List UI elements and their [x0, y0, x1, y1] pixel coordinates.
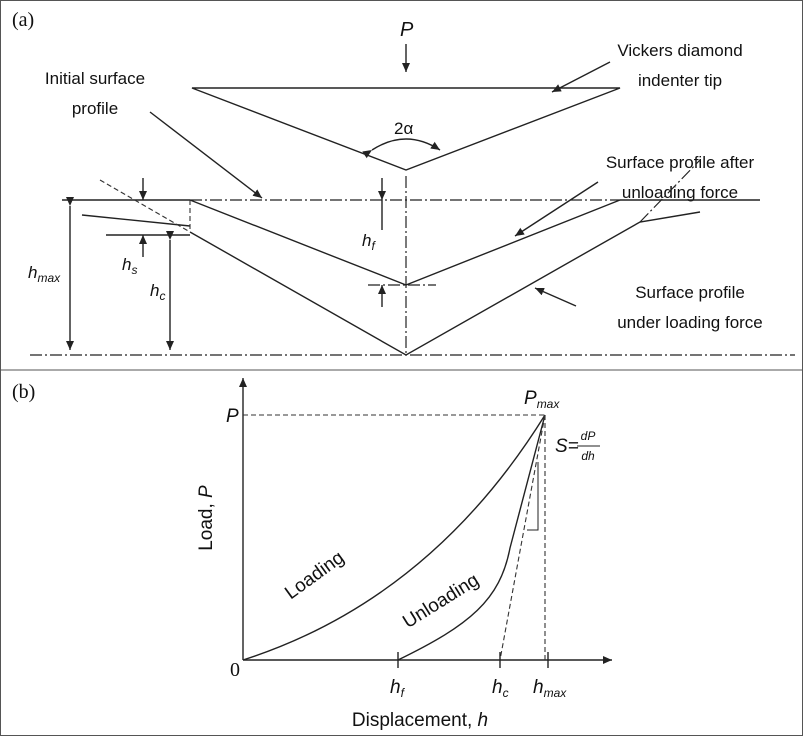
loading-label: Loading	[281, 547, 348, 604]
x-tick-label: hmax	[533, 677, 567, 700]
y-axis-label: Load, P	[196, 485, 217, 551]
h-c: hc	[150, 281, 165, 303]
x-tick-label: hf	[390, 677, 406, 700]
origin: 0	[230, 659, 240, 681]
initial-label: Initial surface	[45, 69, 145, 88]
h-s: hs	[122, 255, 137, 277]
tangent	[100, 180, 190, 232]
frame	[1, 1, 803, 736]
panel-label: (b)	[12, 381, 35, 403]
panel-label: (a)	[12, 9, 34, 31]
unloaded-label: unloading force	[622, 183, 738, 202]
figure: (a) P 2α Vickers diamond indenter tip In…	[0, 0, 803, 736]
stiffness-denominator: dh	[581, 449, 595, 463]
unloaded-profile	[190, 200, 620, 285]
h-f: hf	[362, 231, 376, 253]
loaded-label: under loading force	[617, 313, 763, 332]
indenter-label: Vickers diamond	[617, 41, 742, 60]
stiffness-numerator: dP	[581, 429, 596, 443]
indenter-label: indenter tip	[638, 71, 722, 90]
unloading-label: Unloading	[399, 570, 483, 633]
load-symbol: P	[400, 19, 414, 41]
p-label: P	[226, 406, 239, 427]
panel-a: (a) P 2α Vickers diamond indenter tip In…	[12, 9, 795, 355]
pointer	[535, 288, 576, 306]
angle-arc	[372, 139, 440, 150]
tangent	[500, 415, 545, 660]
loading-curve	[243, 415, 545, 660]
panel-b: (b) 0 P Pmax S= dP dh Loading Unloading …	[12, 378, 612, 731]
pointer	[150, 112, 262, 198]
stiffness: S=	[555, 436, 579, 457]
p-max: Pmax	[524, 388, 560, 411]
initial-label: profile	[72, 99, 118, 118]
pointer	[515, 182, 598, 236]
h-max: hmax	[28, 263, 61, 285]
x-axis-label: Displacement, h	[352, 710, 488, 731]
loaded-label: Surface profile	[635, 283, 745, 302]
loaded-profile	[82, 212, 700, 355]
slope-triangle	[527, 462, 538, 530]
x-tick-label: hc	[492, 677, 509, 700]
page: (a) P 2α Vickers diamond indenter tip In…	[0, 0, 803, 736]
unloaded-label: Surface profile after	[606, 153, 755, 172]
angle-label: 2α	[394, 119, 413, 138]
